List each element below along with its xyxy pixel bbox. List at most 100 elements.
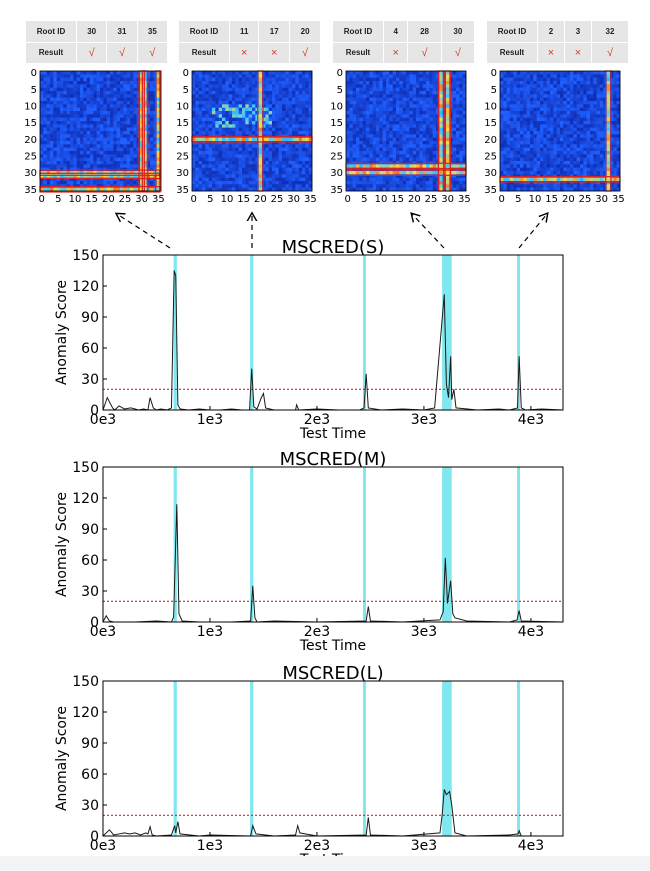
heatmap-cell bbox=[503, 131, 507, 135]
heatmap-cell bbox=[50, 187, 54, 192]
heatmap-cell bbox=[56, 107, 61, 112]
heatmap-cell bbox=[586, 74, 591, 78]
heatmap-cell bbox=[530, 74, 534, 78]
heatmap-cell bbox=[556, 81, 561, 85]
heatmap-cell bbox=[278, 144, 283, 148]
heatmap-cell bbox=[302, 84, 306, 88]
heatmap-cell bbox=[248, 181, 253, 185]
heatmap-cell bbox=[392, 181, 397, 185]
heatmap-cell bbox=[416, 111, 420, 115]
heatmap-cell bbox=[73, 114, 77, 118]
heatmap-cell bbox=[143, 131, 147, 135]
heatmap-cell bbox=[232, 81, 236, 85]
heatmap-cell bbox=[419, 184, 423, 188]
heatmap-cell bbox=[50, 131, 54, 135]
heatmap-cell bbox=[546, 147, 551, 152]
heatmap-cell bbox=[462, 181, 467, 185]
heatmap-cell bbox=[576, 151, 581, 155]
heatmap-cell bbox=[452, 84, 457, 88]
heatmap-cell bbox=[262, 141, 266, 145]
heatmap-cell bbox=[576, 121, 581, 125]
heatmap-cell bbox=[103, 71, 107, 75]
heatmap-cell bbox=[593, 134, 597, 138]
heatmap-cell bbox=[523, 157, 527, 162]
heatmap-cell bbox=[600, 97, 604, 102]
heatmap-cell bbox=[583, 107, 587, 112]
heatmap-cell bbox=[63, 174, 67, 178]
heatmap-cell bbox=[86, 134, 91, 138]
heatmap-cell bbox=[416, 171, 420, 175]
heatmap-cell bbox=[96, 137, 101, 142]
heatmap-cell bbox=[376, 151, 380, 155]
heatmap-cell bbox=[439, 144, 443, 148]
heatmap-cell bbox=[123, 147, 127, 152]
heatmap-cell bbox=[100, 131, 104, 135]
heatmap-cell bbox=[46, 104, 51, 108]
heatmap-cell bbox=[272, 161, 276, 165]
heatmap-cell bbox=[596, 77, 601, 82]
heatmap-cell bbox=[195, 157, 199, 162]
heatmap-cell bbox=[218, 121, 223, 125]
heatmap-cell bbox=[113, 131, 117, 135]
heatmap-cell bbox=[516, 74, 521, 78]
heatmap-cell bbox=[215, 97, 219, 102]
heatmap-cell bbox=[503, 144, 507, 148]
heatmap-cell bbox=[192, 107, 196, 112]
heatmap-cell bbox=[513, 77, 517, 82]
heatmap-cell bbox=[90, 81, 94, 85]
heatmap-cell bbox=[285, 111, 289, 115]
heatmap-cell bbox=[516, 131, 521, 135]
heatmap-cell bbox=[292, 144, 296, 148]
heatmap-cell bbox=[265, 137, 269, 142]
heatmap-cell bbox=[262, 127, 266, 132]
heatmap-cell bbox=[346, 77, 350, 82]
heatmap-cell bbox=[262, 181, 266, 185]
heatmap-cell bbox=[412, 174, 417, 178]
heatmap-cell bbox=[439, 94, 443, 98]
heatmap-cell bbox=[212, 111, 216, 115]
heatmap-cell bbox=[222, 177, 226, 182]
heatmap-cell bbox=[503, 101, 507, 105]
heatmap-cell bbox=[252, 177, 256, 182]
heatmap-cell bbox=[586, 147, 591, 152]
heatmap-cell bbox=[113, 77, 117, 82]
heatmap-cell bbox=[110, 81, 114, 85]
heatmap-cell bbox=[130, 117, 134, 122]
heatmap-cell bbox=[516, 101, 521, 105]
heatmap-cell bbox=[462, 184, 467, 188]
heatmap-cell bbox=[302, 101, 306, 105]
heatmap-cell bbox=[422, 131, 427, 135]
heatmap-cell bbox=[133, 164, 137, 168]
heatmap-cell bbox=[202, 111, 206, 115]
heatmap-cell bbox=[513, 131, 517, 135]
heatmap-cell bbox=[66, 147, 71, 152]
heatmap-cell bbox=[208, 144, 213, 148]
heatmap-cell bbox=[66, 74, 71, 78]
heatmap-cell bbox=[570, 141, 574, 145]
heatmap-cell bbox=[543, 161, 547, 165]
heatmap-cell bbox=[369, 77, 373, 82]
heatmap-cell bbox=[208, 121, 213, 125]
heatmap-cell bbox=[70, 104, 74, 108]
heatmap-cell bbox=[113, 157, 117, 162]
heatmap-cell bbox=[402, 181, 407, 185]
heatmap-cell bbox=[133, 101, 137, 105]
heatmap-cell bbox=[409, 74, 413, 78]
heatmap-cell bbox=[616, 107, 621, 112]
heatmap-cell bbox=[369, 137, 373, 142]
result-mark: √ bbox=[408, 42, 441, 63]
heatmap-cell bbox=[399, 127, 403, 132]
heatmap-cell bbox=[252, 107, 256, 112]
heatmap-cell bbox=[298, 184, 303, 188]
heatmap-cell bbox=[422, 141, 427, 145]
heatmap-cell bbox=[238, 117, 243, 122]
heatmap-cell bbox=[302, 164, 306, 168]
heatmap-cell bbox=[526, 154, 531, 158]
heatmap-cell bbox=[80, 94, 84, 98]
heatmap-cell bbox=[452, 117, 457, 122]
heatmap-cell bbox=[235, 147, 239, 152]
heatmap-cell bbox=[103, 181, 107, 185]
heatmap-cell bbox=[362, 171, 367, 175]
heatmap-cell bbox=[228, 154, 233, 158]
heatmap-cell bbox=[520, 127, 524, 132]
